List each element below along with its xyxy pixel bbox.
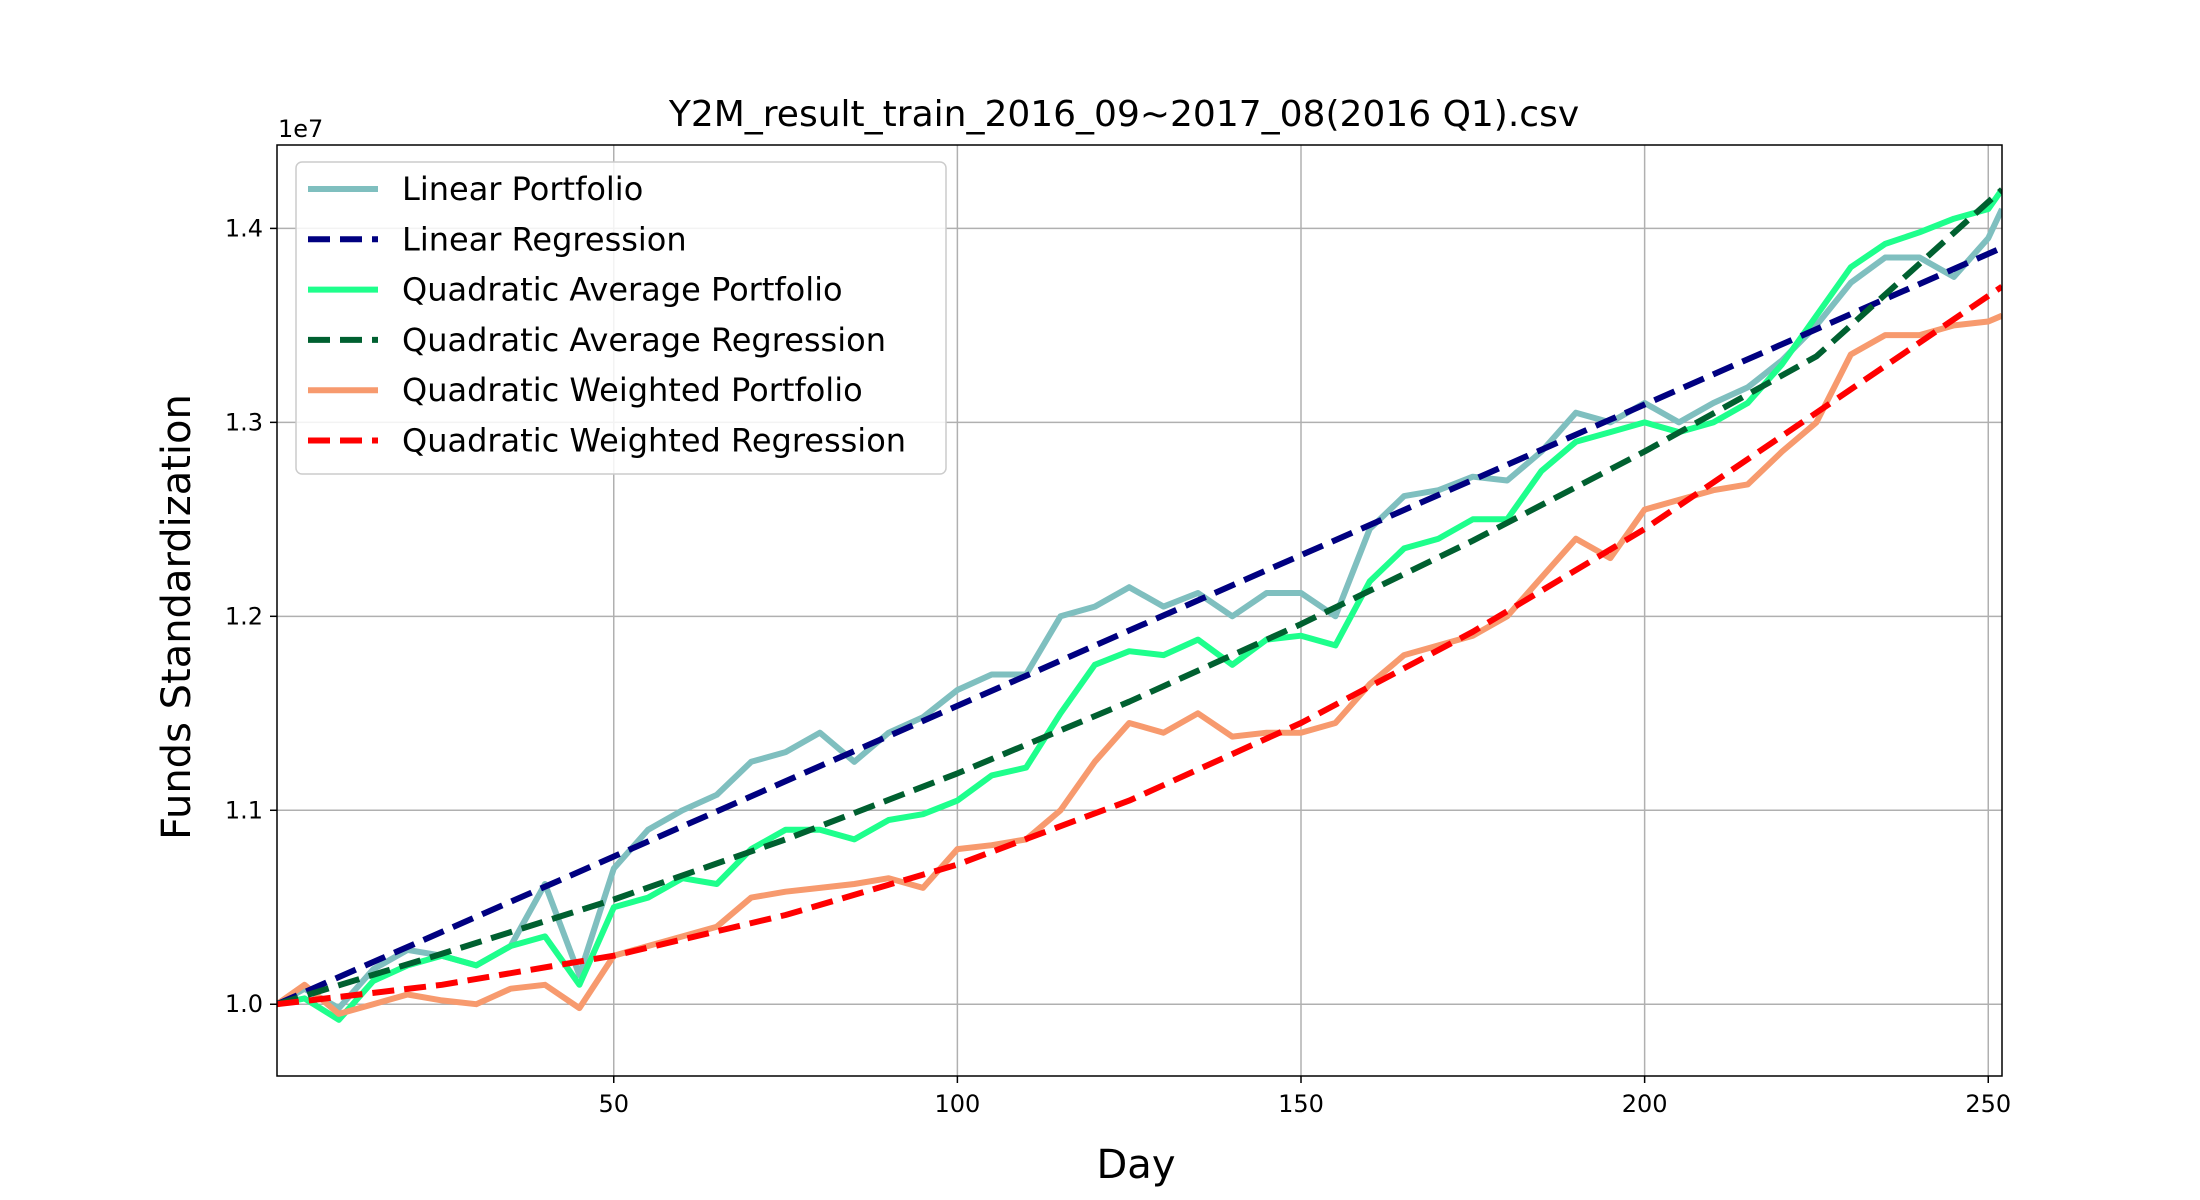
y-tick-label: 1.1 xyxy=(225,796,263,824)
chart-title: Y2M_result_train_2016_09~2017_08(2016 Q1… xyxy=(668,94,1579,135)
x-tick-label: 50 xyxy=(598,1090,629,1118)
x-axis-label: Day xyxy=(1097,1142,1176,1188)
legend-label-quadratic-weighted-portfolio: Quadratic Weighted Portfolio xyxy=(402,371,863,409)
series-layer xyxy=(277,187,2002,1023)
series-line-linear-portfolio xyxy=(277,207,2002,1012)
x-tick-label: 200 xyxy=(1622,1090,1668,1118)
y-tick-label: 1.4 xyxy=(225,214,263,242)
y-axis-label: Funds Standardization xyxy=(154,394,200,840)
legend-box xyxy=(295,161,947,475)
plot-frame xyxy=(276,144,2003,1077)
x-tick-label: 100 xyxy=(934,1090,980,1118)
legend-label-quadratic-average-regression: Quadratic Average Regression xyxy=(402,321,886,359)
series-line-quadratic-average-portfolio xyxy=(277,187,2002,1023)
x-tick-label: 150 xyxy=(1278,1090,1324,1118)
legend-label-quadratic-average-portfolio: Quadratic Average Portfolio xyxy=(402,271,843,309)
y-tick-label: 1.0 xyxy=(225,990,263,1018)
series-line-quadratic-average-regression xyxy=(277,187,2002,1008)
series-line-linear-regression xyxy=(277,245,2002,1007)
x-tick-label: 250 xyxy=(1965,1090,2011,1118)
y-axis-offset-label: 1e7 xyxy=(278,115,323,143)
legend-label-quadratic-weighted-regression: Quadratic Weighted Regression xyxy=(402,422,906,460)
x-axis-ticks: 50 100 150 200 250 xyxy=(598,1076,2011,1118)
y-tick-label: 1.2 xyxy=(225,602,263,630)
legend-label-linear-portfolio: Linear Portfolio xyxy=(402,170,643,208)
y-axis-ticks: 1.0 1.1 1.2 1.3 1.4 xyxy=(225,214,277,1018)
y-tick-label: 1.3 xyxy=(225,408,263,436)
series-line-quadratic-weighted-regression xyxy=(277,284,2002,1008)
series-line-quadratic-weighted-portfolio xyxy=(277,312,2002,1017)
legend-label-linear-regression: Linear Regression xyxy=(402,220,687,258)
legend: Linear Portfolio Linear Regression Quadrat… xyxy=(295,161,947,475)
